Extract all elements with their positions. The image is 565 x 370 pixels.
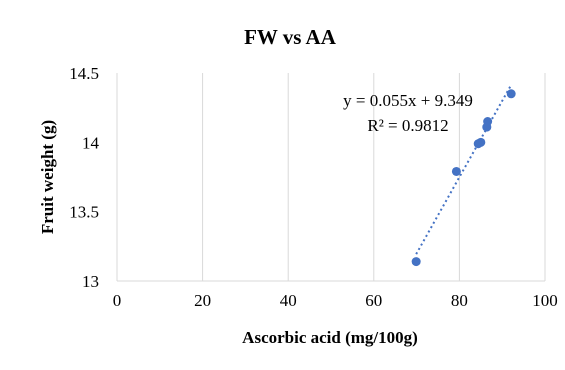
tick-labels: 0 20 40 60 80 100 13 13.5 14 14.5 bbox=[69, 64, 558, 310]
data-point-2 bbox=[451, 166, 461, 176]
data-point-1 bbox=[411, 257, 421, 267]
data-point-4 bbox=[476, 137, 486, 147]
data-points bbox=[411, 89, 516, 267]
x-tick-label: 20 bbox=[194, 291, 211, 310]
chart-title: FW vs AA bbox=[244, 25, 337, 49]
trendline-equation: y = 0.055x + 9.349 bbox=[343, 91, 473, 110]
x-axis-label: Ascorbic acid (mg/100g) bbox=[242, 328, 418, 347]
x-tick-label: 60 bbox=[365, 291, 382, 310]
y-tick-label: 13.5 bbox=[69, 203, 99, 222]
x-tick-label: 40 bbox=[280, 291, 297, 310]
x-tick-label: 100 bbox=[532, 291, 558, 310]
data-point-6 bbox=[483, 117, 493, 127]
y-axis-label: Fruit weight (g) bbox=[38, 120, 57, 234]
trendline bbox=[415, 84, 513, 255]
y-tick-label: 13 bbox=[82, 272, 99, 291]
x-tick-label: 80 bbox=[451, 291, 468, 310]
grid bbox=[116, 73, 546, 282]
y-tick-label: 14 bbox=[82, 133, 100, 152]
y-tick-label: 14.5 bbox=[69, 64, 99, 83]
data-point-7 bbox=[506, 89, 516, 99]
trendline-r2: R² = 0.9812 bbox=[367, 116, 448, 135]
x-tick-label: 0 bbox=[113, 291, 122, 310]
